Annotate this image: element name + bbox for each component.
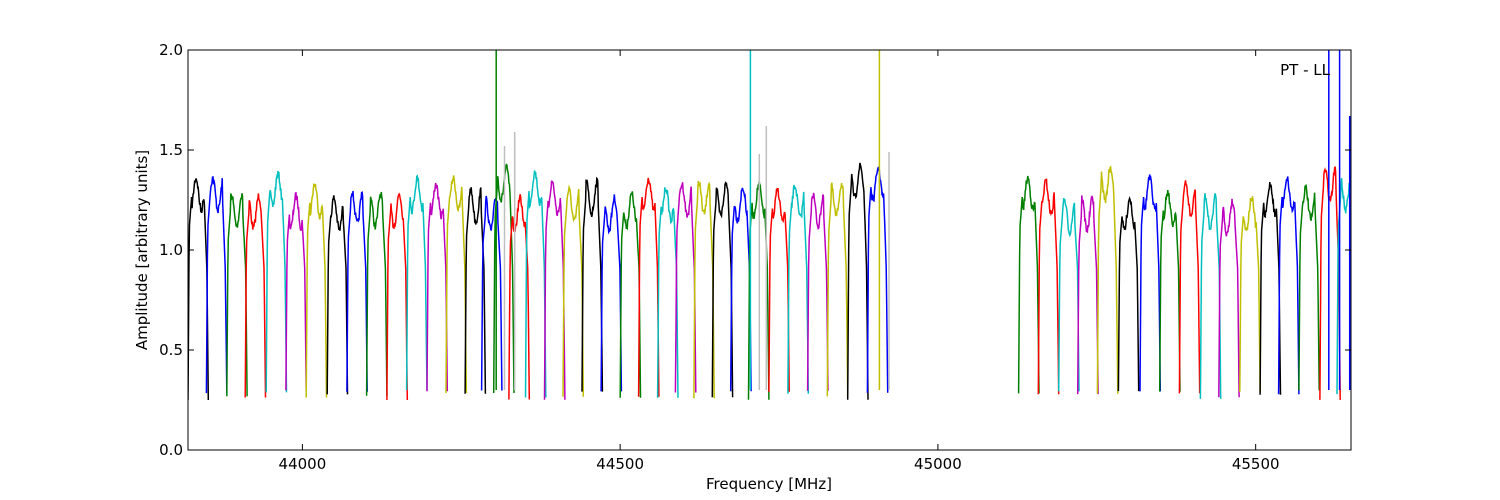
y-tick-label: 2.0 xyxy=(159,41,183,59)
band-series-33 xyxy=(806,192,829,391)
band-series-4 xyxy=(265,170,288,393)
band-series-36 xyxy=(866,166,889,393)
band-series-34 xyxy=(826,182,849,397)
band-series-14 xyxy=(464,187,487,394)
band-series-53 xyxy=(1336,174,1351,395)
y-tick-label: 1.5 xyxy=(159,141,183,159)
band-series-20 xyxy=(562,184,585,397)
band-series-15 xyxy=(480,195,503,391)
x-tick-label: 45500 xyxy=(1232,455,1280,473)
band-series-25 xyxy=(656,187,679,398)
band-series-49 xyxy=(1259,182,1282,395)
band-series-29 xyxy=(729,187,752,392)
band-series-43 xyxy=(1139,174,1162,392)
y-axis-title: Amplitude [arbitrary units] xyxy=(133,150,151,350)
band-series-32 xyxy=(787,184,810,394)
band-series-13 xyxy=(445,175,468,394)
band-series-31 xyxy=(768,187,790,392)
band-series-23 xyxy=(619,191,642,398)
band-series-41 xyxy=(1096,165,1119,394)
band-series-6 xyxy=(305,182,328,398)
band-series-7 xyxy=(326,195,349,395)
series-lines xyxy=(188,50,1351,401)
band-series-18 xyxy=(524,170,547,398)
band-series-39 xyxy=(1057,197,1080,392)
band-series-28 xyxy=(711,180,734,398)
y-tick-label: 1.0 xyxy=(159,241,183,259)
x-tick-label: 44500 xyxy=(596,455,644,473)
band-series-22 xyxy=(600,194,623,392)
x-axis-title: Frequency [MHz] xyxy=(706,475,832,493)
band-series-45 xyxy=(1178,180,1201,394)
band-series-35 xyxy=(846,162,869,400)
band-series-21 xyxy=(581,176,604,392)
band-series-5 xyxy=(285,191,307,391)
band-series-1 xyxy=(205,176,228,394)
band-series-40 xyxy=(1076,195,1099,395)
panel-annotation: PT - LL xyxy=(1280,61,1331,79)
band-series-51 xyxy=(1298,183,1320,391)
band-series-0 xyxy=(188,178,210,401)
band-series-17 xyxy=(508,194,531,400)
band-series-8 xyxy=(346,190,368,392)
band-series-9 xyxy=(365,191,388,396)
band-series-19 xyxy=(543,180,566,400)
band-series-50 xyxy=(1277,176,1300,395)
band-series-46 xyxy=(1199,193,1222,399)
band-series-3 xyxy=(244,193,267,398)
band-series-44 xyxy=(1158,190,1181,392)
y-tick-label: 0.5 xyxy=(159,341,183,359)
band-series-26 xyxy=(674,182,697,393)
band-series-37 xyxy=(1017,175,1040,394)
axis-ticks: 44000 44500 45000 45500 0.0 0.5 1.0 1.5 2.0 xyxy=(159,41,1351,473)
x-tick-label: 45000 xyxy=(914,455,962,473)
y-tick-label: 0.0 xyxy=(159,441,183,459)
band-series-10 xyxy=(386,192,409,401)
band-series-2 xyxy=(226,193,248,397)
band-series-24 xyxy=(637,177,660,397)
x-tick-label: 44000 xyxy=(279,455,327,473)
band-series-48 xyxy=(1239,196,1261,392)
band-series-27 xyxy=(693,180,715,399)
band-series-52 xyxy=(1319,166,1341,400)
band-series-12 xyxy=(426,182,449,392)
band-series-47 xyxy=(1218,198,1240,398)
band-series-11 xyxy=(405,174,428,391)
band-series-42 xyxy=(1117,196,1140,392)
band-series-38 xyxy=(1037,178,1060,395)
